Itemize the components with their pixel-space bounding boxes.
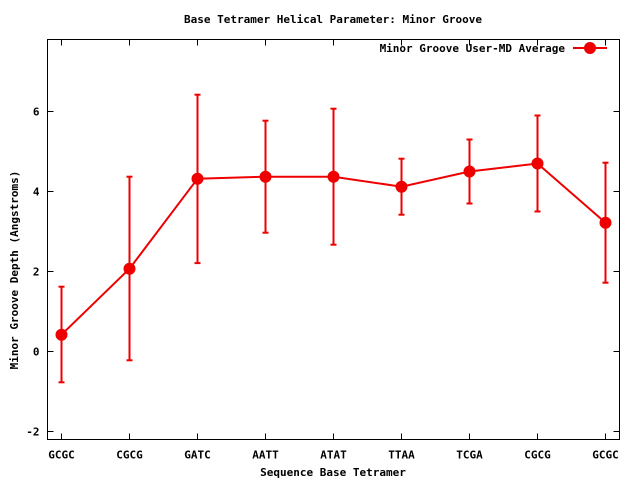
y-tick-label: 0 [33,346,40,359]
y-tick-label: -2 [26,426,39,439]
data-point [395,180,408,193]
x-tick-label: CGCG [116,449,143,462]
chart-title: Base Tetramer Helical Parameter: Minor G… [184,13,482,26]
data-point [191,172,204,185]
legend: Minor Groove User-MD Average [380,42,607,55]
data-point [259,170,272,183]
series-layer [55,93,612,384]
data-point [531,157,544,170]
x-tick-label: GCGC [48,449,75,462]
y-tick-label: 2 [33,266,40,279]
x-tick-label: TTAA [388,449,415,462]
y-tick-label: 4 [33,186,40,199]
x-axis-label: Sequence Base Tetramer [260,466,406,479]
y-tick-label: 6 [33,106,40,119]
data-point [327,170,340,183]
y-axis-label: Minor Groove Depth (Angstroms) [8,171,21,370]
data-point [55,328,68,341]
x-tick-label: TCGA [456,449,483,462]
x-tick-label: GATC [184,449,211,462]
data-point [463,165,476,178]
axes-layer: -2 0 2 4 6 GCGC CGCG GATC AATT ATAT TTAA TCGA CGCG GC… [26,39,620,462]
x-tick-label: ATAT [320,449,347,462]
x-tick-label: AATT [252,449,279,462]
legend-marker [584,42,596,54]
x-tick-label: GCGC [592,449,619,462]
data-point [123,262,136,275]
legend-label: Minor Groove User-MD Average [380,42,566,55]
x-tick-label: CGCG [524,449,551,462]
data-point [599,216,612,229]
